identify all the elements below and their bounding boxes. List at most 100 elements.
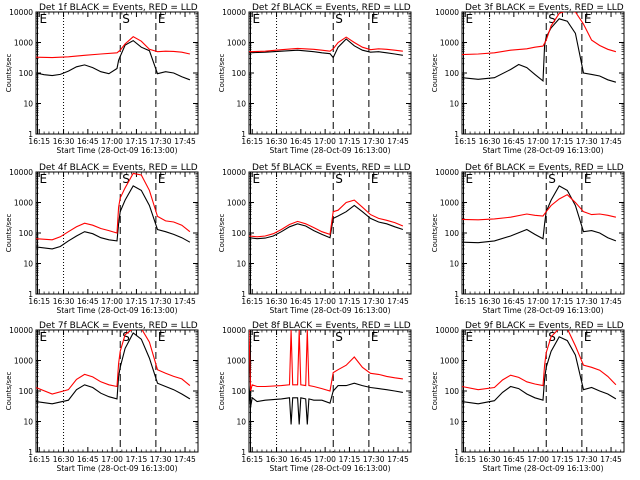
y-tick-label: 100 — [19, 229, 34, 238]
x-tick-label: 16:30 — [53, 455, 75, 464]
series-events-line — [249, 204, 404, 240]
x-axis-label: Start Time (28-Oct-09 16:13:00) — [56, 146, 177, 155]
x-tick-label: 17:45 — [387, 455, 409, 464]
y-tick-label: 10000 — [9, 168, 33, 177]
y-tick-label: 1000 — [14, 357, 33, 366]
x-tick-label: 17:15 — [126, 137, 148, 146]
y-tick-label: 1 — [28, 290, 33, 299]
x-tick-label: 17:45 — [600, 137, 622, 146]
plot-frame — [248, 11, 412, 135]
x-tick-label: 17:00 — [101, 137, 123, 146]
y-tick-label: 1000 — [440, 199, 459, 208]
y-tick-label: 1 — [241, 130, 246, 139]
marker-label: E — [371, 330, 379, 344]
y-tick-label: 1000 — [440, 39, 459, 48]
panel-title: Det 4f BLACK = Events, RED = LLD — [39, 163, 198, 173]
marker-label: S — [335, 330, 343, 344]
panel-title: Det 9f BLACK = Events, RED = LLD — [465, 321, 624, 331]
y-tick-label: 1 — [454, 448, 459, 457]
x-tick-label: 16:15 — [28, 297, 50, 306]
panel-title: Det 7f BLACK = Events, RED = LLD — [39, 321, 198, 331]
x-tick-label: 17:15 — [339, 137, 361, 146]
y-tick-label: 10000 — [222, 168, 246, 177]
x-tick-label: 16:15 — [241, 455, 263, 464]
x-tick-label: 16:45 — [290, 455, 312, 464]
x-tick-label: 16:30 — [479, 455, 501, 464]
panel-title: Det 5f BLACK = Events, RED = LLD — [252, 163, 411, 173]
y-tick-label: 10 — [449, 260, 459, 269]
x-axis-label: Start Time (28-Oct-09 16:13:00) — [269, 306, 390, 315]
panel-det-8f: Det 8f BLACK = Events, RED = LLD 1 10 100 10… — [218, 321, 412, 473]
y-tick-label: 100 — [232, 229, 247, 238]
marker-label: E — [158, 12, 166, 26]
y-tick-label: 10000 — [222, 326, 246, 335]
x-tick-label: 17:30 — [576, 297, 598, 306]
x-tick-label: 16:15 — [28, 137, 50, 146]
x-tick-label: 17:00 — [101, 455, 123, 464]
marker-label: E — [253, 172, 261, 186]
y-tick-label: 100 — [445, 69, 460, 78]
marker-label: E — [40, 172, 48, 186]
y-axis-label: Counts/sec — [431, 54, 439, 93]
x-axis-label: Start Time (28-Oct-09 16:13:00) — [56, 306, 177, 315]
panel-det-2f: Det 2f BLACK = Events, RED = LLD 1 10 100 10… — [218, 3, 412, 155]
y-tick-label: 10 — [23, 100, 33, 109]
x-tick-label: 16:45 — [290, 137, 312, 146]
series-lld-line — [249, 330, 403, 392]
x-tick-label: 17:15 — [552, 297, 574, 306]
marker-label: S — [335, 12, 343, 26]
series-events-line — [249, 382, 403, 425]
y-tick-label: 1 — [241, 290, 246, 299]
y-tick-label: 1 — [241, 448, 246, 457]
series-lld-line — [36, 36, 191, 59]
y-tick-label: 100 — [232, 69, 247, 78]
x-tick-label: 16:30 — [53, 137, 75, 146]
x-tick-label: 17:00 — [314, 137, 336, 146]
series-events-line — [36, 332, 191, 405]
y-tick-label: 100 — [445, 387, 460, 396]
marker-label: S — [548, 172, 556, 186]
panel-det-7f: Det 7f BLACK = Events, RED = LLD 1 10 100 10… — [5, 321, 199, 473]
y-axis-label: Counts/sec — [5, 372, 13, 411]
x-tick-label: 17:30 — [363, 455, 385, 464]
y-tick-label: 10 — [236, 418, 246, 427]
x-tick-label: 17:00 — [527, 137, 549, 146]
panel-title: Det 2f BLACK = Events, RED = LLD — [252, 3, 411, 13]
y-axis-label: Counts/sec — [218, 54, 226, 93]
marker-label: S — [548, 12, 556, 26]
y-tick-label: 1000 — [227, 39, 246, 48]
series-events-line — [462, 336, 617, 405]
y-axis-label: Counts/sec — [218, 372, 226, 411]
marker-label: E — [40, 12, 48, 26]
marker-label: S — [122, 330, 130, 344]
y-tick-label: 10000 — [435, 168, 459, 177]
series-lld-line — [462, 330, 617, 391]
marker-label: S — [122, 12, 130, 26]
marker-label: E — [584, 172, 592, 186]
x-axis-label: Start Time (28-Oct-09 16:13:00) — [482, 146, 603, 155]
x-tick-label: 17:00 — [527, 297, 549, 306]
marker-label: E — [371, 12, 379, 26]
x-tick-label: 17:30 — [363, 297, 385, 306]
x-tick-label: 17:30 — [576, 137, 598, 146]
panel-title: Det 6f BLACK = Events, RED = LLD — [465, 163, 624, 173]
y-tick-label: 10000 — [9, 8, 33, 17]
x-tick-label: 16:15 — [454, 137, 476, 146]
x-tick-label: 17:15 — [126, 455, 148, 464]
x-tick-label: 17:15 — [126, 297, 148, 306]
panel-det-6f: Det 6f BLACK = Events, RED = LLD 1 10 100 10… — [431, 163, 625, 315]
x-tick-label: 17:45 — [387, 297, 409, 306]
series-events-line — [462, 18, 617, 83]
x-tick-label: 17:45 — [174, 455, 196, 464]
y-tick-label: 100 — [232, 387, 247, 396]
marker-label: E — [371, 172, 379, 186]
marker-label: E — [253, 12, 261, 26]
y-tick-label: 1 — [454, 130, 459, 139]
series-lld-line — [462, 194, 617, 221]
x-tick-label: 16:45 — [503, 137, 525, 146]
y-tick-label: 1 — [28, 448, 33, 457]
x-tick-label: 16:30 — [479, 297, 501, 306]
marker-label: E — [466, 172, 474, 186]
marker-label: E — [584, 12, 592, 26]
